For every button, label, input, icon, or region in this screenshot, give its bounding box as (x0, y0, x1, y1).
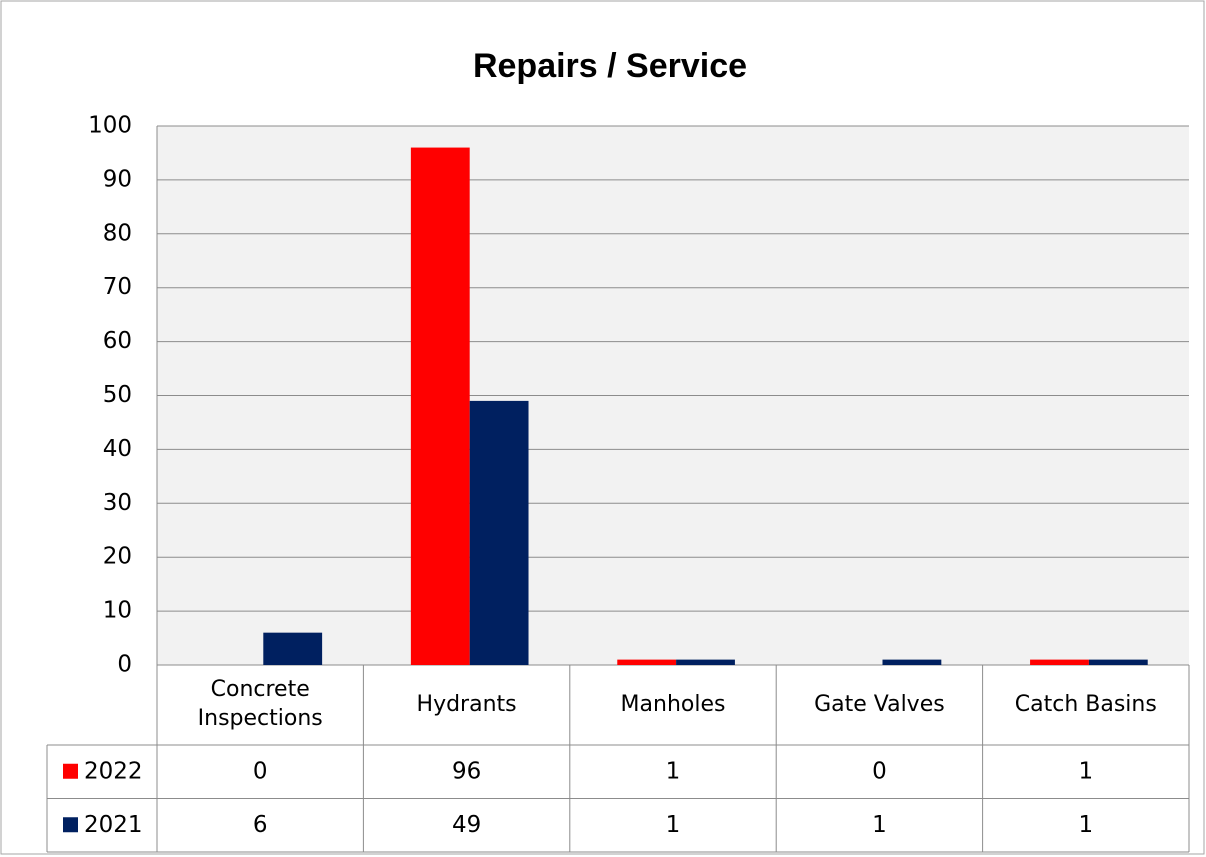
table-value: 1 (666, 812, 681, 838)
x-tick-label: Gate Valves (814, 691, 945, 717)
y-tick-label: 0 (117, 652, 132, 678)
y-tick-label: 90 (103, 166, 132, 192)
table-value: 1 (666, 758, 681, 784)
table-value: 0 (253, 758, 268, 784)
y-tick-label: 30 (103, 490, 132, 516)
y-tick-label: 70 (103, 274, 132, 300)
bar (882, 659, 942, 665)
legend-label: 2022 (84, 758, 143, 784)
bar (1030, 659, 1089, 665)
table-value: 96 (452, 758, 481, 784)
x-tick-label: Hydrants (416, 691, 517, 717)
x-tick-label: Manholes (620, 691, 726, 717)
table-value: 1 (872, 812, 887, 838)
y-tick-label: 20 (103, 544, 132, 570)
table-value: 49 (452, 812, 481, 838)
y-tick-label: 50 (103, 382, 132, 408)
y-tick-label: 80 (103, 220, 132, 246)
bar (676, 659, 735, 665)
legend-swatch (63, 763, 78, 779)
table-value: 1 (1078, 758, 1093, 784)
y-tick-label: 100 (88, 113, 132, 139)
x-tick-label: Concrete Inspections (197, 677, 323, 731)
table-value: 1 (1078, 812, 1093, 838)
y-tick-label: 10 (103, 598, 132, 624)
y-tick-label: 40 (103, 436, 132, 462)
legend-label: 2021 (84, 812, 143, 838)
y-tick-label: 60 (103, 328, 132, 354)
legend-swatch (63, 817, 78, 833)
x-tick-label: Catch Basins (1014, 691, 1157, 717)
chart-title: Repairs / Service (473, 47, 747, 85)
bar (263, 632, 323, 665)
table-value: 6 (253, 812, 268, 838)
bar (469, 400, 529, 665)
bar (617, 659, 677, 665)
bar (1088, 659, 1148, 665)
bar (410, 147, 470, 665)
table-value: 0 (872, 758, 887, 784)
